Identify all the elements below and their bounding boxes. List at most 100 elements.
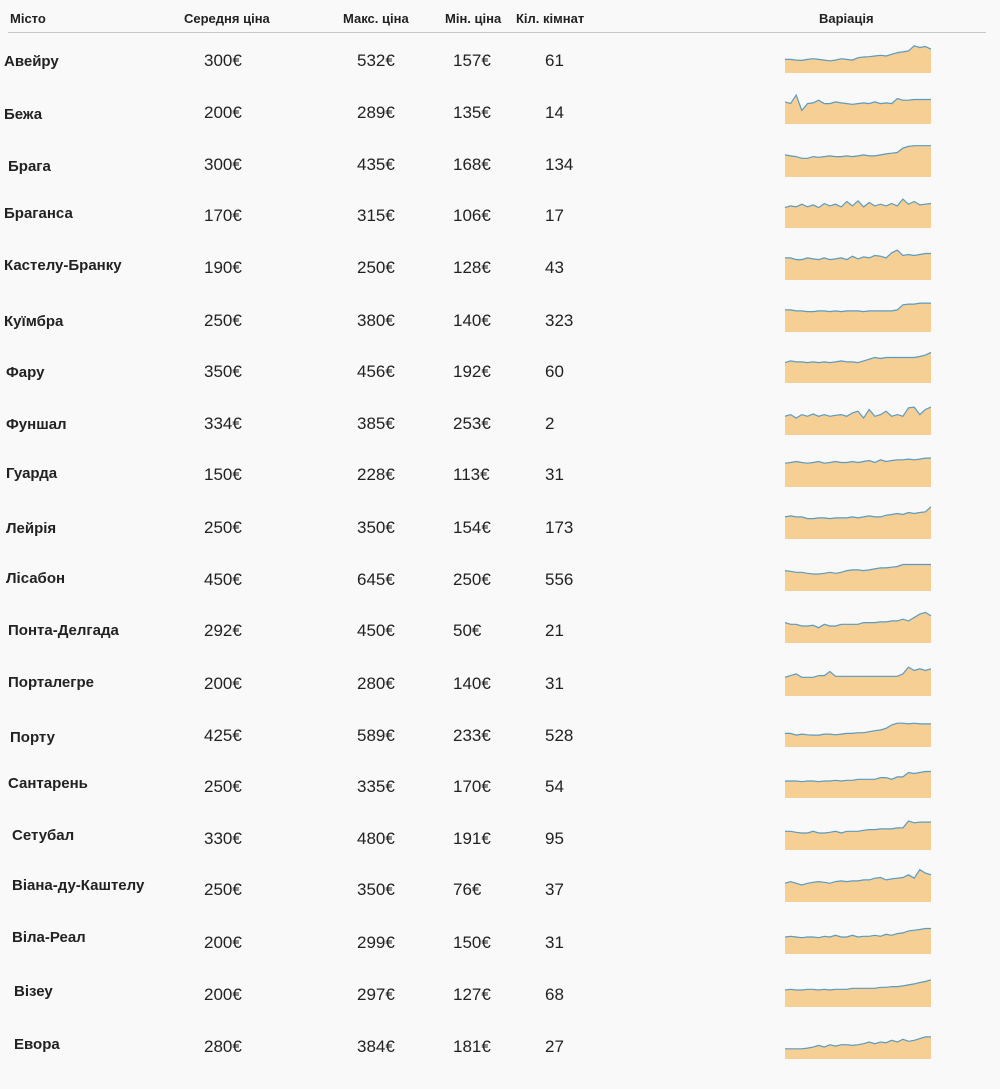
table-row: Брага 300€ 435€ 168€ 134 xyxy=(0,145,1000,207)
min-price-cell: 50€ xyxy=(453,621,482,640)
table-row: Візеу 200€ 297€ 127€ 68 xyxy=(0,979,1000,1037)
sparkline-area xyxy=(785,869,931,902)
column-header-max-price: Макс. ціна xyxy=(343,11,409,26)
variation-sparkline xyxy=(785,1036,931,1059)
min-price-cell: 106€ xyxy=(453,206,491,225)
city-cell: Лейрія xyxy=(6,520,57,537)
column-header-avg-price: Середня ціна xyxy=(184,11,270,26)
sparkline-line xyxy=(785,770,931,783)
city-cell: Кастелу-Бранку xyxy=(4,257,122,274)
sparkline-area xyxy=(785,45,931,73)
avg-price-cell: 190€ xyxy=(204,258,242,277)
max-price-cell: 589€ xyxy=(357,726,395,745)
min-price-cell: 181€ xyxy=(453,1037,491,1056)
avg-price-cell: 200€ xyxy=(204,674,242,693)
rooms-cell: 17 xyxy=(545,206,564,225)
city-cell: Евора xyxy=(14,1036,60,1053)
sparkline-line xyxy=(785,666,931,678)
sparkline-area xyxy=(785,145,931,177)
max-price-cell: 350€ xyxy=(357,518,395,537)
min-price-cell: 154€ xyxy=(453,518,491,537)
avg-price-cell: 450€ xyxy=(204,570,242,589)
max-price-cell: 315€ xyxy=(357,206,395,225)
city-cell: Понта-Делгада xyxy=(8,622,119,639)
city-cell: Порту xyxy=(10,729,55,746)
max-price-cell: 280€ xyxy=(357,674,395,693)
min-price-cell: 127€ xyxy=(453,985,491,1004)
sparkline-line xyxy=(785,927,931,939)
max-price-cell: 350€ xyxy=(357,880,395,899)
city-cell: Сантарень xyxy=(8,775,88,792)
min-price-cell: 191€ xyxy=(453,829,491,848)
max-price-cell: 480€ xyxy=(357,829,395,848)
avg-price-cell: 150€ xyxy=(204,465,242,484)
table-row: Віана-ду-Каштелу 250€ 350€ 76€ 37 xyxy=(0,868,1000,932)
rooms-cell: 68 xyxy=(545,985,564,1004)
variation-sparkline xyxy=(785,563,931,591)
sparkline-area xyxy=(785,95,931,124)
variation-sparkline xyxy=(785,351,931,383)
column-header-variation: Варіація xyxy=(819,11,874,26)
sparkline-area xyxy=(785,303,931,332)
min-price-cell: 128€ xyxy=(453,258,491,277)
sparkline-line xyxy=(785,249,931,261)
variation-sparkline xyxy=(785,927,931,954)
rooms-cell: 323 xyxy=(545,311,574,330)
max-price-cell: 456€ xyxy=(357,362,395,381)
max-price-cell: 250€ xyxy=(357,258,395,277)
city-cell: Бежа xyxy=(4,106,43,123)
avg-price-cell: 300€ xyxy=(204,155,242,174)
variation-sparkline xyxy=(785,45,931,73)
avg-price-cell: 200€ xyxy=(204,933,242,952)
sparkline-line xyxy=(785,198,931,209)
min-price-cell: 113€ xyxy=(453,465,490,484)
max-price-cell: 450€ xyxy=(357,621,395,640)
max-price-cell: 532€ xyxy=(357,51,395,70)
variation-sparkline xyxy=(785,820,931,850)
avg-price-cell: 250€ xyxy=(204,777,242,796)
variation-sparkline xyxy=(785,868,931,902)
min-price-cell: 140€ xyxy=(453,311,491,330)
table-row: Лісабон 450€ 645€ 250€ 556 xyxy=(0,563,1000,622)
sparkline-area xyxy=(785,771,931,798)
rooms-cell: 134 xyxy=(545,155,574,174)
sparkline-line xyxy=(785,506,931,520)
city-cell: Сетубал xyxy=(12,827,75,844)
max-price-cell: 297€ xyxy=(357,985,395,1004)
variation-sparkline xyxy=(785,666,931,696)
sparkline-line xyxy=(785,45,931,62)
rooms-cell: 43 xyxy=(545,258,564,277)
variation-sparkline xyxy=(785,93,931,124)
min-price-cell: 192€ xyxy=(453,362,491,381)
variation-sparkline xyxy=(785,198,931,228)
variation-sparkline xyxy=(785,249,931,280)
max-price-cell: 384€ xyxy=(357,1037,395,1056)
max-price-cell: 228€ xyxy=(357,465,395,484)
table-row: Евора 280€ 384€ 181€ 27 xyxy=(0,1036,1000,1089)
variation-sparkline xyxy=(785,611,931,643)
avg-price-cell: 330€ xyxy=(204,829,242,848)
table-row: Віла-Реал 200€ 299€ 150€ 31 xyxy=(0,927,1000,985)
min-price-cell: 233€ xyxy=(453,726,491,745)
variation-sparkline xyxy=(785,506,931,539)
city-cell: Візеу xyxy=(14,983,53,1000)
variation-sparkline xyxy=(785,406,931,435)
sparkline-area xyxy=(785,407,931,435)
sparkline-line xyxy=(785,406,931,420)
avg-price-cell: 200€ xyxy=(204,103,242,122)
min-price-cell: 76€ xyxy=(453,880,482,899)
city-cell: Порталегре xyxy=(8,674,95,691)
sparkline-area xyxy=(785,723,931,747)
sparkline-area xyxy=(785,199,931,228)
rooms-cell: 27 xyxy=(545,1037,564,1056)
max-price-cell: 645€ xyxy=(357,570,395,589)
header-divider xyxy=(8,32,986,33)
table-row: Кастелу-Бранку 190€ 250€ 128€ 43 xyxy=(0,249,1000,310)
sparkline-line xyxy=(785,563,931,575)
min-price-cell: 157€ xyxy=(453,51,491,70)
rooms-cell: 37 xyxy=(545,880,564,899)
avg-price-cell: 280€ xyxy=(204,1037,242,1056)
avg-price-cell: 425€ xyxy=(204,726,242,745)
sparkline-line xyxy=(785,611,931,629)
sparkline-area xyxy=(785,667,931,696)
